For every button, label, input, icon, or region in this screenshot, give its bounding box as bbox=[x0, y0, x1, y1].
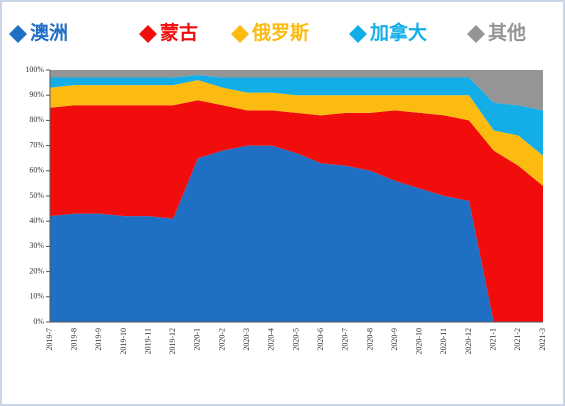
legend-label: 澳洲 bbox=[30, 21, 68, 44]
legend-marker bbox=[467, 25, 485, 43]
x-tick-label: 2020-8 bbox=[365, 328, 374, 351]
y-tick-label: 20% bbox=[29, 266, 44, 275]
y-tick-label: 30% bbox=[29, 241, 44, 250]
x-tick-label: 2021-3 bbox=[538, 328, 547, 351]
area bbox=[50, 75, 543, 156]
legend: 澳洲 蒙古 俄罗斯 加拿大 其他 bbox=[9, 21, 526, 44]
y-tick-label: 100% bbox=[25, 65, 44, 74]
x-tick-label: 2020-4 bbox=[267, 328, 276, 351]
x-tick-label: 2021-1 bbox=[489, 328, 498, 351]
x-tick-label: 2019-7 bbox=[45, 328, 54, 351]
x-tick-label: 2019-10 bbox=[119, 328, 128, 355]
y-tick-label: 70% bbox=[29, 140, 44, 149]
area bbox=[50, 80, 543, 186]
y-tick-label: 0% bbox=[33, 317, 44, 326]
legend-label: 加拿大 bbox=[369, 21, 427, 44]
area bbox=[50, 145, 543, 322]
y-tick-label: 60% bbox=[29, 166, 44, 175]
x-tick-label: 2020-6 bbox=[316, 328, 325, 351]
y-tick-label: 90% bbox=[29, 90, 44, 99]
legend-label: 其他 bbox=[488, 21, 526, 44]
y-tick-label: 80% bbox=[29, 115, 44, 124]
x-tick-label: 2021-2 bbox=[513, 328, 522, 351]
legend-marker bbox=[349, 25, 367, 43]
legend-label: 蒙古 bbox=[160, 21, 198, 44]
x-tick-label: 2019-11 bbox=[143, 328, 152, 354]
area bbox=[50, 100, 543, 323]
area bbox=[50, 70, 543, 111]
x-tick-label: 2020-3 bbox=[242, 328, 251, 351]
y-tick-label: 50% bbox=[29, 191, 44, 200]
x-tick-label: 2020-12 bbox=[464, 328, 473, 355]
x-tick-label: 2020-2 bbox=[217, 328, 226, 351]
legend-marker bbox=[231, 25, 249, 43]
legend-marker bbox=[139, 25, 157, 43]
x-tick-label: 2020-5 bbox=[291, 328, 300, 351]
x-tick-label: 2020-9 bbox=[390, 328, 399, 351]
x-tick-label: 2019-8 bbox=[69, 328, 78, 351]
legend-marker bbox=[9, 25, 27, 43]
y-tick-label: 10% bbox=[29, 292, 44, 301]
x-tick-label: 2020-1 bbox=[193, 328, 202, 351]
x-tick-label: 2020-11 bbox=[439, 328, 448, 354]
x-tick-label: 2020-7 bbox=[341, 328, 350, 351]
x-tick-label: 2020-10 bbox=[415, 328, 424, 355]
x-tick-label: 2019-9 bbox=[94, 328, 103, 351]
y-tick-label: 40% bbox=[29, 216, 44, 225]
x-tick-label: 2019-12 bbox=[168, 328, 177, 355]
legend-label: 俄罗斯 bbox=[251, 21, 309, 44]
